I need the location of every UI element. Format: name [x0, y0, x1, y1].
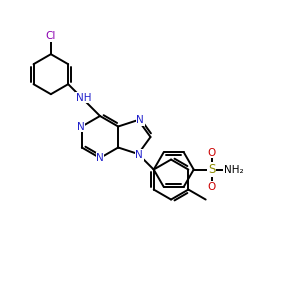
Text: O: O: [208, 182, 216, 191]
Text: O: O: [208, 148, 216, 158]
Text: N: N: [96, 153, 104, 163]
Text: NH: NH: [76, 93, 92, 103]
Text: N: N: [136, 115, 144, 125]
Text: S: S: [208, 163, 215, 176]
Text: N: N: [135, 150, 143, 160]
Text: Cl: Cl: [46, 31, 56, 41]
Text: NH₂: NH₂: [224, 164, 244, 175]
Text: N: N: [77, 122, 85, 131]
